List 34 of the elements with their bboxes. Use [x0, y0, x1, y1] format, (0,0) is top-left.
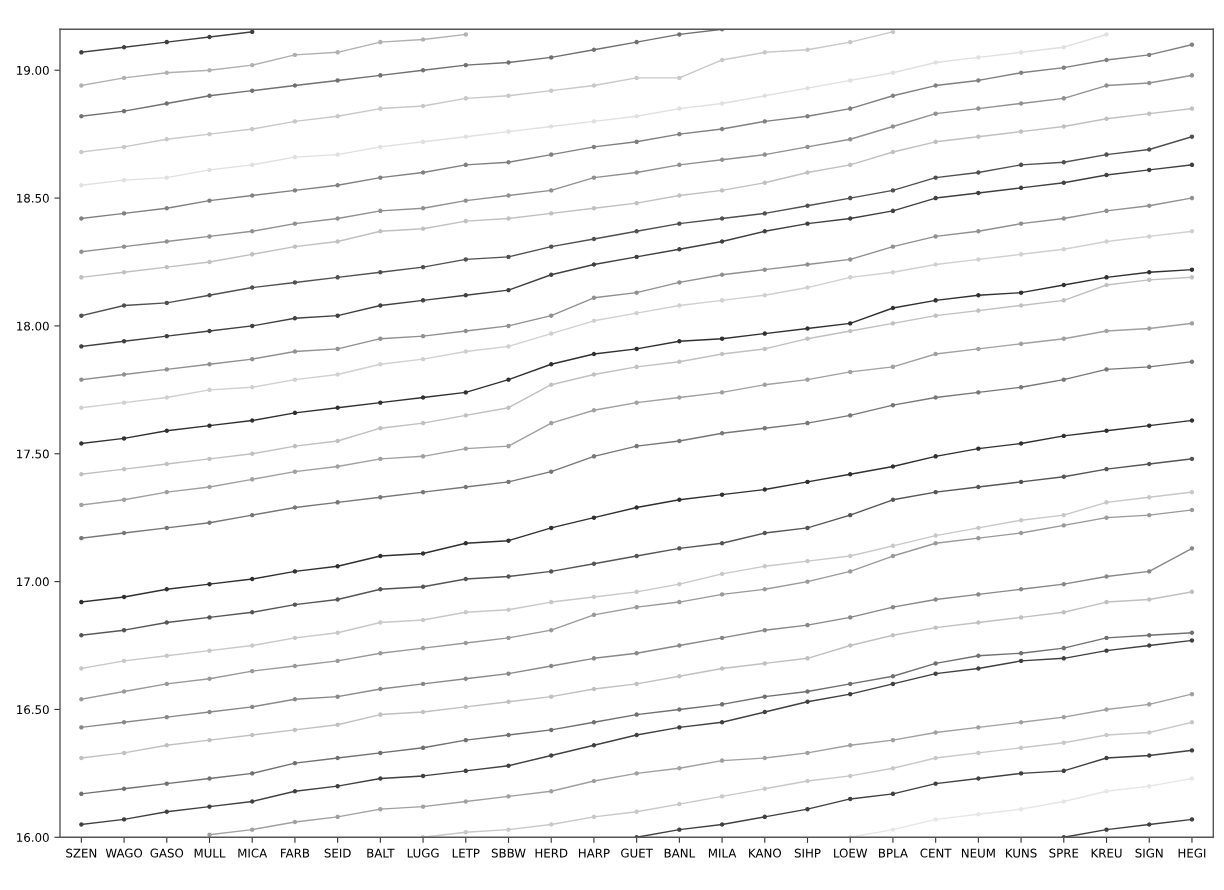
- y-tick-label: 17.00: [17, 577, 49, 587]
- x-tick-label: SIGN: [1135, 848, 1163, 858]
- x-tick-label: FARB: [281, 848, 310, 858]
- y-tick-label: 19.00: [17, 65, 49, 75]
- x-tick-label: SBBW: [491, 848, 526, 858]
- x-tick-label: CENT: [920, 848, 952, 858]
- x-tick-label: KUNS: [1006, 848, 1037, 858]
- x-tick-label: MICA: [238, 848, 268, 858]
- x-tick-label: GASO: [150, 848, 184, 858]
- x-tick-label: NEUM: [961, 848, 995, 858]
- y-tick-label: 18.50: [17, 193, 49, 203]
- x-tick-label: BANL: [664, 848, 696, 858]
- x-tick-label: SEID: [324, 848, 351, 858]
- x-tick-label: HARP: [578, 848, 610, 858]
- x-tick-label: GUET: [621, 848, 653, 858]
- x-tick-label: KANO: [749, 848, 781, 858]
- x-tick-label: LUGG: [407, 848, 439, 858]
- x-tick-label: BPLA: [879, 848, 908, 858]
- x-tick-label: HEGI: [1178, 848, 1206, 858]
- x-tick-label: MILA: [708, 848, 737, 858]
- x-tick-label: LOEW: [834, 848, 868, 858]
- y-tick-label: 16.50: [17, 705, 49, 715]
- x-tick-label: KREU: [1091, 848, 1122, 858]
- x-tick-label: WAGO: [105, 848, 143, 858]
- x-tick-label: SZEN: [66, 848, 97, 858]
- y-tick-label: 18.00: [17, 321, 49, 331]
- x-tick-label: HERD: [535, 848, 568, 858]
- x-tick-label: MULL: [194, 848, 226, 858]
- x-tick-label: SPRE: [1049, 848, 1079, 858]
- y-tick-label: 16.00: [17, 833, 49, 842]
- x-tick-label: SIHP: [794, 848, 821, 858]
- x-tick-label: BALT: [367, 848, 395, 858]
- x-tick-label: LETP: [452, 848, 480, 858]
- y-tick-label: 17.50: [17, 449, 49, 459]
